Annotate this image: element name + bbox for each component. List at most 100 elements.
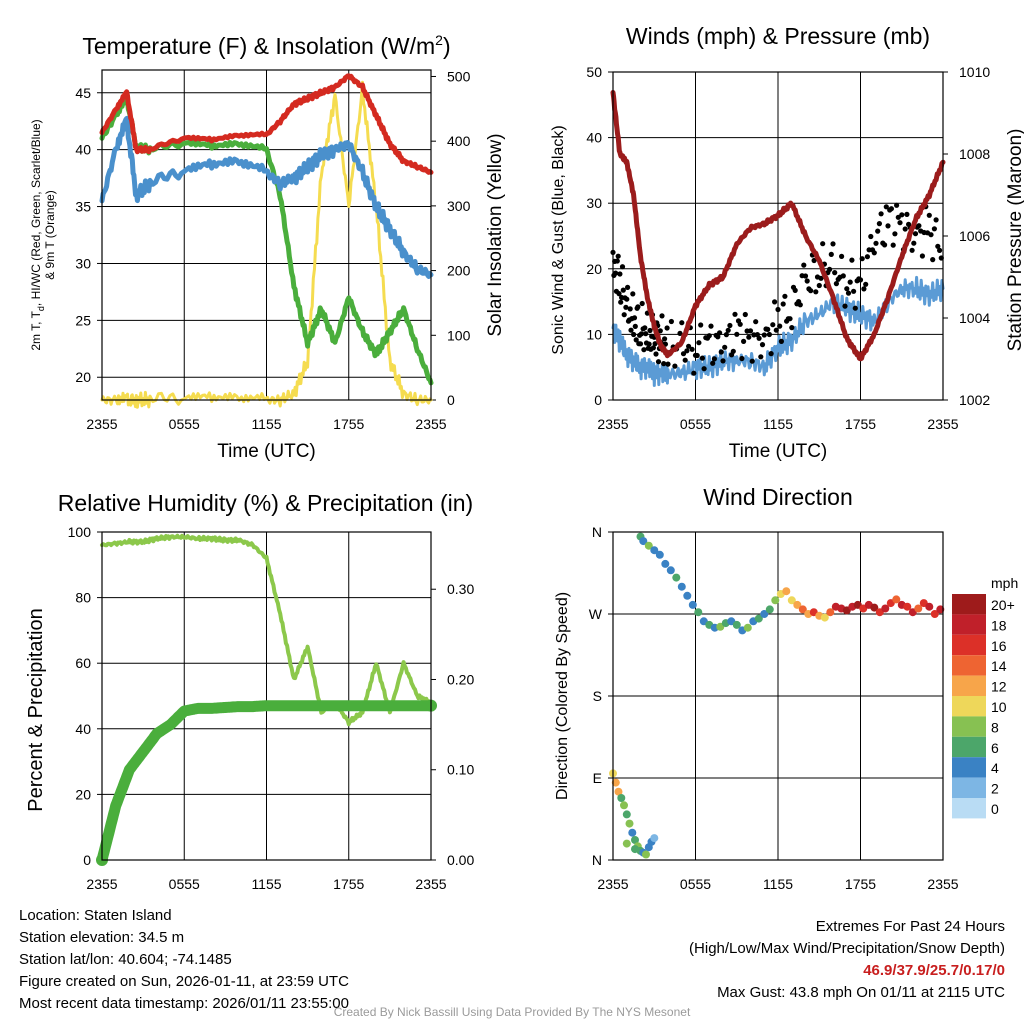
- humidity-y2tick-label: 0.00: [447, 852, 474, 868]
- direction-point: [611, 778, 620, 787]
- temperature-xtick-label: 1755: [333, 416, 364, 432]
- gust-point: [753, 319, 759, 325]
- humidity-xtick-label: 2355: [415, 876, 446, 892]
- direction-point: [820, 613, 829, 622]
- direction-point: [614, 787, 623, 796]
- direction-point: [631, 845, 639, 854]
- gust-point: [710, 360, 716, 366]
- gust-point: [894, 202, 900, 208]
- gust-point: [679, 320, 685, 326]
- gust-point: [627, 306, 633, 312]
- gust-point: [820, 241, 826, 247]
- gust-point: [732, 311, 738, 317]
- direction-xtick-label: 1755: [845, 876, 876, 892]
- direction-point: [760, 610, 769, 618]
- gust-point: [715, 334, 721, 340]
- gust-point: [780, 301, 786, 307]
- gust-point: [863, 281, 869, 287]
- gust-point: [699, 355, 706, 361]
- direction-point: [787, 596, 796, 605]
- gust-point: [844, 286, 850, 292]
- station-info: Location: Staten Island Station elevatio…: [19, 905, 349, 1015]
- gust-point: [698, 322, 704, 328]
- temperature-y2tick-label: 200: [447, 263, 471, 279]
- direction-point: [826, 608, 835, 617]
- gust-point: [852, 305, 858, 311]
- gust-point: [639, 300, 645, 307]
- gust-point: [919, 253, 926, 259]
- direction-xtick-label: 0555: [680, 876, 711, 892]
- direction-point: [644, 541, 653, 550]
- direction-point: [672, 573, 681, 582]
- gust-point: [631, 315, 638, 321]
- extremes-title: Extremes For Past 24 Hours: [815, 918, 1005, 935]
- gust-point: [696, 340, 702, 346]
- gust-point: [718, 349, 724, 355]
- gust-point: [899, 212, 905, 218]
- direction-point: [903, 602, 912, 611]
- colorbar-label: 18: [991, 617, 1007, 633]
- gust-point: [737, 321, 743, 327]
- gust-point: [871, 250, 877, 256]
- gust-point: [659, 313, 665, 319]
- gust-point: [632, 323, 638, 329]
- colorbar-swatch: [952, 798, 986, 819]
- gust-point: [717, 330, 723, 336]
- temperature-2m-line: [99, 73, 434, 175]
- temperature-ytick-label: 40: [75, 142, 91, 158]
- gust-point: [664, 325, 670, 331]
- gust-point: [873, 240, 879, 246]
- gust-point: [772, 299, 778, 305]
- direction-point: [622, 839, 631, 848]
- direction-point: [793, 600, 802, 609]
- direction-title: Wind Direction: [703, 484, 853, 510]
- gust-point: [833, 281, 840, 287]
- wind-ytick-label: 10: [586, 326, 602, 342]
- gust-point: [619, 264, 626, 270]
- humidity-xtick-label: 1155: [251, 876, 281, 892]
- gust-point: [758, 354, 764, 360]
- gust-point: [876, 221, 883, 227]
- direction-axes-border: [612, 531, 944, 861]
- humidity-ytick-label: 40: [75, 721, 91, 737]
- humidity-ytick-label: 80: [75, 590, 91, 606]
- gust-point: [930, 257, 936, 263]
- gust-point: [761, 332, 767, 338]
- gust-point: [613, 270, 619, 276]
- gust-point: [741, 338, 747, 344]
- gust-point: [842, 303, 848, 309]
- gust-point: [727, 322, 733, 329]
- wind-ytick-label: 40: [586, 130, 602, 146]
- gust-point: [615, 253, 621, 259]
- gust-point: [802, 273, 809, 279]
- gust-point: [885, 223, 891, 229]
- gust-point: [655, 359, 662, 365]
- colorbar-swatch: [952, 696, 986, 717]
- wind-y2tick-label: 1010: [959, 64, 990, 80]
- direction-point: [930, 610, 939, 618]
- relative-humidity-line: [100, 533, 433, 727]
- humidity-ytick-label: 20: [75, 786, 91, 802]
- gust-point: [691, 370, 697, 376]
- gust-point: [840, 273, 846, 279]
- direction-point: [677, 582, 686, 591]
- gust-point: [620, 287, 626, 293]
- gust-point: [739, 355, 745, 362]
- gust-point: [868, 233, 874, 240]
- gust-point: [706, 333, 712, 339]
- recent-timestamp: Most recent data timestamp: 2026/01/11 2…: [19, 995, 349, 1012]
- temperature-y2tick-label: 300: [447, 198, 471, 214]
- direction-point: [870, 603, 879, 612]
- humidity-xtick-label: 0555: [169, 876, 200, 892]
- gust-point: [849, 257, 855, 263]
- temperature-plot-area: 2355 0555 1155 1755 2355 20 25 30 35 40 45 0 100 200 3…: [75, 68, 470, 432]
- temperature-title: Temperature (F) & Insolation (W/m2): [82, 32, 450, 59]
- gust-point: [722, 344, 728, 350]
- gust-point: [770, 322, 776, 328]
- temperature-xtick-label: 2355: [86, 416, 117, 432]
- gust-point: [933, 217, 939, 223]
- humidity-title: Relative Humidity (%) & Precipitation (i…: [58, 490, 473, 516]
- humidity-ytick-label: 100: [68, 524, 92, 540]
- gust-point: [847, 279, 853, 285]
- gust-point: [768, 351, 774, 357]
